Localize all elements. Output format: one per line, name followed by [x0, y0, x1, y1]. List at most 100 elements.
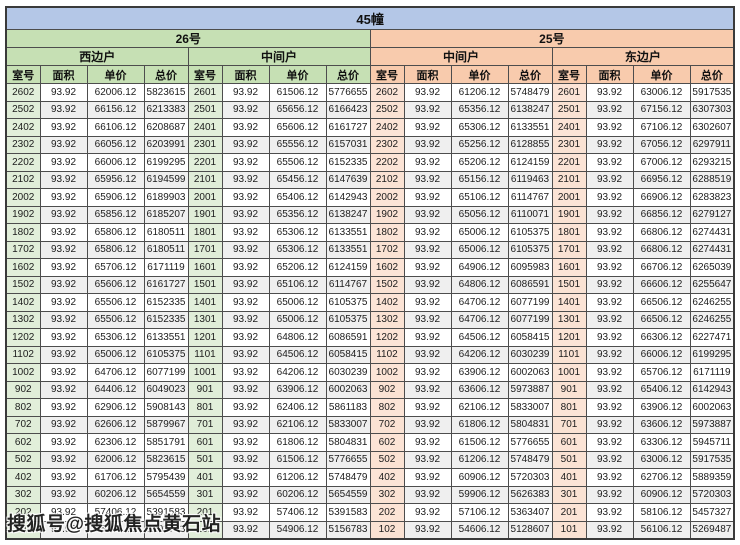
- unit-price-cell: 64706.12: [450, 310, 509, 329]
- area-cell: 93.92: [221, 118, 270, 137]
- room-cell: 802: [369, 398, 405, 417]
- unit-price-cell: 65206.12: [268, 258, 327, 277]
- total-price-cell: 6171119: [143, 258, 189, 277]
- area-cell: 93.92: [221, 188, 270, 207]
- area-cell: 93.92: [585, 468, 634, 487]
- col-header-area: 面积: [39, 65, 88, 84]
- total-price-cell: 6246255: [689, 310, 735, 329]
- unit-price-cell: 65156.12: [450, 170, 509, 189]
- table-row: 1702 93.92 65806.12 6180511 1701 93.92 65306.1…: [5, 240, 735, 259]
- area-cell: 93.92: [39, 188, 88, 207]
- table-row: 902 93.92 64406.12 6049023 901 93.92 63906.12 6…: [5, 380, 735, 399]
- total-price-cell: 5833007: [507, 398, 553, 417]
- area-cell: 93.92: [403, 188, 452, 207]
- table-row: 402 93.92 61706.12 5795439 401 93.92 61206.12 5…: [5, 468, 735, 487]
- room-cell: 401: [551, 468, 587, 487]
- unit-price-cell: 54606.12: [450, 520, 509, 540]
- area-cell: 93.92: [39, 380, 88, 399]
- total-price-cell: 5804831: [325, 433, 371, 452]
- total-price-cell: 5156783: [325, 520, 371, 540]
- unit-price-cell: 61206.12: [450, 450, 509, 469]
- room-cell: 1602: [369, 258, 405, 277]
- table-row: 1002 93.92 64706.12 6077199 1001 93.92 64206.1…: [5, 363, 735, 382]
- room-cell: 402: [5, 468, 41, 487]
- unit-price-cell: 63906.12: [450, 363, 509, 382]
- room-cell: 302: [5, 485, 41, 504]
- unit-price-cell: 60906.12: [450, 468, 509, 487]
- area-cell: 93.92: [403, 415, 452, 434]
- unit-price-cell: 66606.12: [632, 275, 691, 294]
- title-row: 45幢: [5, 6, 735, 30]
- unit-price-cell: 65356.12: [268, 205, 327, 224]
- unit-price-cell: 66806.12: [632, 240, 691, 259]
- unit-header-east: 东边户: [551, 47, 735, 66]
- area-cell: 93.92: [39, 468, 88, 487]
- total-price-cell: 6138247: [325, 205, 371, 224]
- unit-price-cell: 62606.12: [86, 415, 145, 434]
- area-cell: 93.92: [221, 485, 270, 504]
- room-cell: 2301: [551, 135, 587, 154]
- room-cell: 1802: [5, 223, 41, 242]
- room-cell: 902: [5, 380, 41, 399]
- room-cell: 2502: [5, 100, 41, 119]
- room-cell: 2301: [187, 135, 223, 154]
- total-price-cell: 6208687: [143, 118, 189, 137]
- table-row: 1202 93.92 65306.12 6133551 1201 93.92 64806.1…: [5, 328, 735, 347]
- unit-price-cell: 62406.12: [268, 398, 327, 417]
- room-cell: 402: [369, 468, 405, 487]
- area-cell: 93.92: [221, 258, 270, 277]
- total-price-cell: 6105375: [325, 293, 371, 312]
- room-cell: 1402: [369, 293, 405, 312]
- area-cell: 93.92: [403, 485, 452, 504]
- room-cell: 2302: [369, 135, 405, 154]
- total-price-cell: 6161727: [325, 118, 371, 137]
- table-row: 2502 93.92 66156.12 6213383 2501 93.92 65656.1…: [5, 100, 735, 119]
- unit-price-cell: 67006.12: [632, 153, 691, 172]
- area-cell: 93.92: [585, 328, 634, 347]
- total-price-cell: 6058415: [507, 328, 553, 347]
- area-cell: 93.92: [585, 415, 634, 434]
- total-price-cell: 5917535: [689, 83, 735, 102]
- total-price-cell: 6133551: [325, 223, 371, 242]
- area-cell: 93.92: [585, 258, 634, 277]
- total-price-cell: 5945711: [689, 433, 735, 452]
- unit-price-cell: 58106.12: [632, 503, 691, 522]
- room-cell: 501: [187, 450, 223, 469]
- area-cell: 93.92: [39, 520, 88, 540]
- room-cell: 2601: [187, 83, 223, 102]
- area-cell: 93.92: [403, 328, 452, 347]
- table-row: 2002 93.92 65906.12 6189903 2001 93.92 65406.1…: [5, 188, 735, 207]
- total-price-cell: 5823615: [143, 450, 189, 469]
- unit-price-cell: 66956.12: [632, 170, 691, 189]
- building-header-25: 25号: [369, 29, 735, 48]
- room-cell: 2302: [5, 135, 41, 154]
- total-price-cell: 5833007: [325, 415, 371, 434]
- total-price-cell: 5748479: [507, 83, 553, 102]
- total-price-cell: 6095983: [507, 258, 553, 277]
- unit-price-cell: 61806.12: [268, 433, 327, 452]
- room-cell: 1701: [187, 240, 223, 259]
- total-price-cell: 5654559: [143, 485, 189, 504]
- room-cell: 2502: [369, 100, 405, 119]
- unit-price-cell: 65856.12: [86, 205, 145, 224]
- total-price-cell: 5917535: [689, 450, 735, 469]
- area-cell: 93.92: [585, 205, 634, 224]
- unit-price-cell: 61806.12: [450, 415, 509, 434]
- total-price-cell: 6124159: [507, 153, 553, 172]
- area-cell: 93.92: [585, 310, 634, 329]
- unit-price-cell: 64706.12: [86, 363, 145, 382]
- area-cell: 93.92: [39, 170, 88, 189]
- total-price-cell: 5128607: [507, 520, 553, 540]
- total-price-cell: 6002063: [507, 363, 553, 382]
- unit-price-cell: 65006.12: [268, 293, 327, 312]
- room-cell: 702: [5, 415, 41, 434]
- area-cell: 93.92: [39, 258, 88, 277]
- total-price-cell: 6199295: [143, 153, 189, 172]
- unit-price-cell: 61706.12: [86, 468, 145, 487]
- room-cell: 2002: [369, 188, 405, 207]
- unit-price-cell: 65906.12: [86, 188, 145, 207]
- area-cell: 93.92: [585, 398, 634, 417]
- unit-price-cell: 66506.12: [632, 310, 691, 329]
- unit-price-cell: 65056.12: [450, 205, 509, 224]
